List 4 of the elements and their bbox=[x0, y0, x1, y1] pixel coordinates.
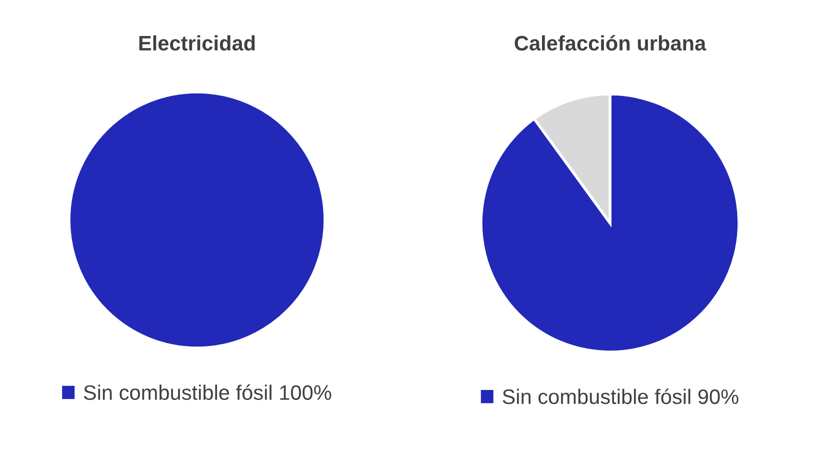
legend-label: Sin combustible fósil 90% bbox=[502, 388, 738, 404]
chart-title: Calefacción urbana bbox=[514, 35, 706, 51]
legend-label: Sin combustible fósil 100% bbox=[84, 384, 332, 400]
chart-title: Electricidad bbox=[139, 35, 255, 51]
